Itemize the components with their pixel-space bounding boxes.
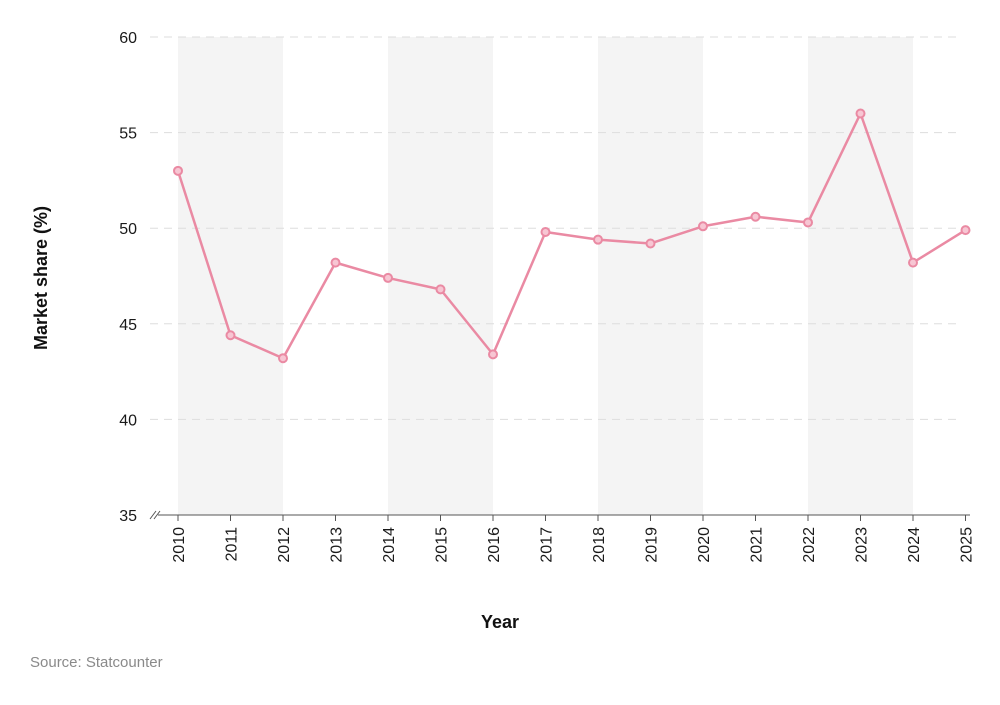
alternating-bands xyxy=(178,37,913,515)
data-point-2019 xyxy=(645,238,656,249)
y-tick-labels: 35 40 45 50 55 60 xyxy=(119,30,137,525)
x-tick-label-2013: 2013 xyxy=(329,527,346,563)
data-point-2014 xyxy=(383,272,393,283)
x-tick-labels: 2010 2011 2012 2013 2014 2015 2016 2017 2018 2019… xyxy=(171,527,976,563)
data-point-2013 xyxy=(330,257,341,268)
x-tick-label-2019: 2019 xyxy=(644,527,661,563)
data-point-2020 xyxy=(698,221,708,232)
data-point-2011 xyxy=(225,330,236,341)
data-point-2017 xyxy=(540,227,551,238)
series xyxy=(173,108,971,364)
y-tick-label-40: 40 xyxy=(119,412,137,429)
data-point-2010 xyxy=(173,165,183,176)
data-point-2015 xyxy=(435,284,446,295)
x-tick-label-2017: 2017 xyxy=(539,527,556,563)
y-tick-label-35: 35 xyxy=(119,508,137,525)
data-point-2024 xyxy=(908,257,918,268)
x-tick-label-2015: 2015 xyxy=(434,527,451,563)
band-2018-2020 xyxy=(598,37,703,515)
x-tick-label-2021: 2021 xyxy=(749,527,766,563)
x-tick-label-2012: 2012 xyxy=(276,527,293,563)
band-2010-2012 xyxy=(178,37,283,515)
data-point-2016 xyxy=(488,349,498,360)
data-point-2018 xyxy=(593,234,603,245)
y-tick-label-55: 55 xyxy=(119,126,137,143)
band-2014-2016 xyxy=(388,37,493,515)
x-tick-label-2014: 2014 xyxy=(381,527,398,563)
axes xyxy=(149,510,970,521)
data-point-2022 xyxy=(803,217,813,228)
x-tick-label-2016: 2016 xyxy=(486,527,503,563)
x-tick-label-2011: 2011 xyxy=(224,527,241,562)
source-note: Source: Statcounter xyxy=(30,654,163,671)
x-tick-label-2018: 2018 xyxy=(591,527,608,563)
data-point-2012 xyxy=(278,353,288,364)
x-axis-title: Year xyxy=(481,612,519,632)
x-tick-label-2010: 2010 xyxy=(171,527,188,563)
gridlines xyxy=(150,36,960,420)
y-tick-label-50: 50 xyxy=(119,221,137,238)
data-point-2025 xyxy=(960,225,971,236)
y-tick-label-45: 45 xyxy=(119,317,137,334)
y-tick-label-60: 60 xyxy=(119,30,137,47)
series-line-0 xyxy=(176,112,967,360)
data-point-2023 xyxy=(855,108,866,119)
y-axis-title: Market share (%) xyxy=(31,206,51,350)
x-tick-label-2025: 2025 xyxy=(959,527,976,563)
x-tick-label-2023: 2023 xyxy=(854,527,871,563)
x-tick-label-2020: 2020 xyxy=(696,527,713,563)
axis-break-mark xyxy=(149,510,161,520)
data-point-2021 xyxy=(750,211,761,222)
x-tick-label-2022: 2022 xyxy=(801,527,818,563)
x-tick-label-2024: 2024 xyxy=(906,527,923,563)
